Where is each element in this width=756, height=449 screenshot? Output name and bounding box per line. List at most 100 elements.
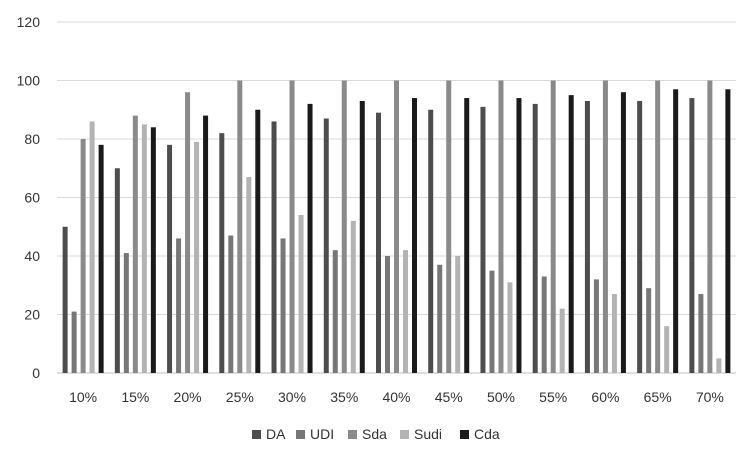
bar-sudi-10	[611, 294, 617, 373]
bar-sda-1	[132, 115, 138, 373]
bar-cda-8	[516, 98, 522, 374]
bar-udi-0	[71, 311, 77, 373]
bar-udi-3	[228, 235, 234, 373]
x-tick-label: 35%	[330, 389, 358, 405]
bar-cda-5	[359, 100, 365, 373]
bar-sda-3	[237, 80, 243, 373]
bar-da-3	[219, 133, 225, 373]
x-tick-label: 45%	[435, 389, 463, 405]
bar-udi-10	[593, 279, 599, 373]
x-tick-label: 60%	[591, 389, 619, 405]
bar-cda-12	[725, 89, 731, 374]
bar-cda-11	[673, 89, 679, 374]
legend-label-da: DA	[266, 426, 286, 442]
bar-da-1	[114, 168, 120, 373]
bar-da-8	[480, 106, 486, 373]
bar-sudi-0	[89, 121, 95, 373]
bar-sda-4	[289, 80, 295, 373]
bar-da-11	[637, 100, 643, 373]
bar-udi-2	[176, 238, 182, 373]
y-axis-tick-labels: 0 20 40 60 80 100 120	[17, 14, 41, 381]
bar-cda-10	[620, 92, 626, 373]
bar-sda-11	[655, 80, 661, 373]
bar-da-4	[271, 121, 277, 373]
bar-udi-9	[541, 276, 547, 373]
bar-da-5	[323, 118, 329, 374]
y-tick-label: 0	[32, 365, 40, 381]
bar-sudi-6	[403, 250, 408, 373]
bar-da-9	[532, 103, 538, 374]
x-tick-label: 20%	[174, 389, 202, 405]
bar-sudi-12	[716, 358, 722, 373]
bar-udi-5	[332, 250, 338, 373]
y-tick-label: 40	[24, 248, 40, 264]
y-tick-label: 80	[24, 131, 40, 147]
bar-sudi-7	[455, 256, 461, 373]
x-tick-label: 50%	[487, 389, 515, 405]
bars	[62, 80, 731, 374]
y-tick-label: 60	[24, 190, 40, 206]
bar-cda-9	[568, 95, 574, 373]
legend-label-sda: Sda	[362, 426, 387, 442]
bar-cda-6	[412, 98, 417, 374]
bar-udi-11	[646, 288, 652, 373]
x-tick-label: 10%	[69, 389, 97, 405]
bar-sda-7	[446, 80, 452, 373]
bar-da-7	[428, 109, 434, 373]
bar-sda-8	[498, 80, 504, 373]
bar-sda-10	[602, 80, 608, 373]
legend-swatch-udi	[296, 430, 305, 439]
bar-da-10	[584, 100, 590, 373]
legend-label-udi: UDI	[310, 426, 334, 442]
bar-sda-5	[341, 80, 347, 373]
bar-cda-0	[98, 144, 104, 373]
bar-da-12	[689, 98, 695, 374]
legend-swatch-da	[252, 430, 261, 439]
bar-sudi-2	[194, 141, 200, 373]
x-tick-label: 55%	[539, 389, 567, 405]
bar-udi-1	[123, 253, 129, 373]
bar-cda-3	[255, 109, 261, 373]
bar-udi-12	[698, 294, 704, 373]
x-tick-label: 25%	[226, 389, 254, 405]
bar-sda-9	[550, 80, 556, 373]
x-tick-label: 65%	[644, 389, 672, 405]
legend-swatch-cda	[460, 430, 469, 439]
legend-label-sudi: Sudi	[414, 426, 442, 442]
bar-sudi-9	[559, 308, 565, 373]
bar-sda-6	[394, 80, 399, 373]
bar-sudi-5	[350, 220, 356, 373]
bar-sudi-11	[664, 326, 670, 373]
bar-sda-12	[707, 80, 713, 373]
legend-swatch-sudi	[400, 430, 409, 439]
x-tick-label: 15%	[121, 389, 149, 405]
bar-udi-6	[385, 256, 390, 373]
bar-udi-8	[489, 270, 495, 373]
legend-label-cda: Cda	[474, 426, 500, 442]
legend-swatch-sda	[348, 430, 357, 439]
bar-da-6	[376, 112, 381, 374]
bar-udi-7	[437, 264, 443, 373]
bar-cda-4	[307, 103, 313, 374]
bar-da-2	[167, 144, 173, 373]
bar-cda-7	[464, 98, 470, 374]
bar-da-0	[62, 226, 68, 373]
y-tick-label: 20	[24, 307, 40, 323]
x-tick-label: 70%	[696, 389, 724, 405]
bar-sudi-4	[298, 215, 304, 373]
x-axis-tick-labels: 10% 15% 20% 25% 30% 35% 40% 45% 50% 55% 60% 65% 70%	[69, 389, 724, 405]
x-tick-label: 40%	[382, 389, 410, 405]
bar-sudi-3	[246, 177, 252, 373]
bar-cda-1	[150, 127, 156, 373]
bar-sda-2	[185, 92, 191, 373]
y-tick-label: 100	[17, 73, 41, 89]
bar-cda-2	[203, 115, 209, 373]
bar-udi-4	[280, 238, 286, 373]
bar-sudi-1	[141, 124, 147, 373]
y-tick-label: 120	[17, 14, 41, 30]
bar-sda-0	[80, 139, 86, 373]
legend: DA UDI Sda Sudi Cda	[252, 426, 500, 442]
bar-sudi-8	[507, 282, 513, 373]
x-tick-label: 30%	[278, 389, 306, 405]
